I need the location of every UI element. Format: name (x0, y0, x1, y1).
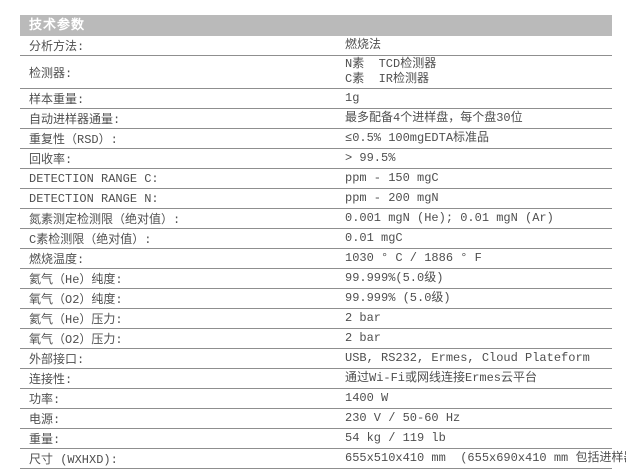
param-value-line: 最多配备4个进样盘，每个盘30位 (345, 111, 523, 125)
table-row: 样本重量: 1g (20, 89, 612, 109)
param-label: 燃烧温度: (29, 253, 85, 267)
param-label: 尺寸 (WXHXD): (29, 453, 118, 467)
param-label: 氦气（He）纯度: (29, 273, 123, 287)
table-body: 分析方法: 燃烧法检测器: N素 TCD检测器 C素 IR检测器样本重量: 1g 自动进样… (20, 36, 626, 469)
param-value-line: 0.01 mgC (345, 231, 403, 245)
param-value: 655x510x410 mm (655x690x410 mm 包括进样器) (345, 451, 626, 466)
param-value: 2 bar (345, 311, 612, 326)
param-value: 99.999%(5.0级) (345, 271, 612, 286)
param-value-line: 655x510x410 mm (655x690x410 mm 包括进样器) (345, 451, 626, 465)
param-label: DETECTION RANGE C: (29, 171, 159, 186)
table-row: 氦气（He）压力: 2 bar (20, 309, 612, 329)
table-row: C素检测限（绝对值）: 0.01 mgC (20, 229, 612, 249)
param-value-line: C素 IR检测器 (345, 72, 430, 86)
table-row: DETECTION RANGE C: ppm - 150 mgC (20, 169, 612, 189)
param-value-line: 通过Wi-Fi或网线连接Ermes云平台 (345, 371, 538, 385)
table-row: 氦气（He）纯度: 99.999%(5.0级) (20, 269, 612, 289)
param-label: 氧气（O2）压力: (29, 333, 123, 347)
param-label: 分析方法: (29, 40, 85, 54)
table-row: 回收率: > 99.5% (20, 149, 612, 169)
table-row: DETECTION RANGE N: ppm - 200 mgN (20, 189, 612, 209)
param-value-line: 1030 ° C / 1886 ° F (345, 251, 482, 265)
param-value: 2 bar (345, 331, 612, 346)
param-value-line: 54 kg / 119 lb (345, 431, 446, 445)
param-label: DETECTION RANGE N: (29, 191, 159, 206)
param-label: 功率: (29, 393, 61, 407)
table-row: 尺寸 (WXHXD): 655x510x410 mm (655x690x410 m… (20, 449, 626, 469)
param-value-line: 230 V / 50-60 Hz (345, 411, 461, 425)
param-value-line: 2 bar (345, 331, 382, 345)
technical-parameters-table: 技术参数 分析方法: 燃烧法检测器: N素 TCD检测器 C素 IR检测器样本重量: 1… (20, 15, 626, 469)
param-value-line: 1g (345, 91, 360, 105)
table-row: 功率: 1400 W (20, 389, 612, 409)
table-row: 外部接口: USB, RS232, Ermes, Cloud Plateform (20, 349, 612, 369)
table-row: 燃烧温度: 1030 ° C / 1886 ° F (20, 249, 612, 269)
table-row: 检测器: N素 TCD检测器 C素 IR检测器 (20, 56, 612, 89)
param-value: ppm - 200 mgN (345, 191, 612, 206)
param-value: ppm - 150 mgC (345, 171, 612, 186)
table-row: 氧气（O2）压力: 2 bar (20, 329, 612, 349)
param-value: ≤0.5% 100mgEDTA标准品 (345, 131, 612, 146)
param-value-line: N素 TCD检测器 (345, 57, 437, 71)
table-row: 重量: 54 kg / 119 lb (20, 429, 612, 449)
param-label: 电源: (29, 413, 61, 427)
param-label: 氦气（He）压力: (29, 313, 123, 327)
table-title: 技术参数 (29, 18, 86, 33)
table-row: 氧气（O2）纯度: 99.999% (5.0级) (20, 289, 612, 309)
param-value: > 99.5% (345, 151, 612, 166)
param-value: 0.001 mgN (He); 0.01 mgN (Ar) (345, 211, 612, 226)
param-value-line: 0.001 mgN (He); 0.01 mgN (Ar) (345, 211, 554, 225)
param-label: 自动进样器通量: (29, 113, 121, 127)
param-label: 重量: (29, 433, 61, 447)
param-value-line: 99.999%(5.0级) (345, 271, 444, 285)
param-label: 样本重量: (29, 93, 85, 107)
param-label: 重复性（RSD）: (29, 133, 118, 147)
param-label: 外部接口: (29, 353, 85, 367)
param-value: 230 V / 50-60 Hz (345, 411, 612, 426)
table-header: 技术参数 (20, 15, 612, 36)
param-value: 燃烧法 (345, 38, 612, 53)
param-value: 0.01 mgC (345, 231, 612, 246)
table-row: 自动进样器通量: 最多配备4个进样盘，每个盘30位 (20, 109, 612, 129)
param-value-line: > 99.5% (345, 151, 396, 165)
table-row: 电源: 230 V / 50-60 Hz (20, 409, 612, 429)
table-row: 氮素测定检测限（绝对值）: 0.001 mgN (He); 0.01 mgN (A… (20, 209, 612, 229)
param-value-line: 燃烧法 (345, 38, 382, 52)
param-label: 连接性: (29, 373, 73, 387)
table-row: 连接性: 通过Wi-Fi或网线连接Ermes云平台 (20, 369, 612, 389)
param-label: 检测器: (29, 66, 73, 81)
param-value-line: ≤0.5% 100mgEDTA标准品 (345, 131, 490, 145)
param-label: 氧气（O2）纯度: (29, 293, 123, 307)
param-value-line: 1400 W (345, 391, 389, 405)
table-row: 重复性（RSD）: ≤0.5% 100mgEDTA标准品 (20, 129, 612, 149)
param-value: 最多配备4个进样盘，每个盘30位 (345, 111, 612, 126)
param-value: 99.999% (5.0级) (345, 291, 612, 306)
param-value-line: 99.999% (5.0级) (345, 291, 451, 305)
param-label: 回收率: (29, 153, 73, 167)
param-label: 氮素测定检测限（绝对值）: (29, 213, 181, 227)
param-value-line: ppm - 150 mgC (345, 171, 439, 185)
param-value-line: 2 bar (345, 311, 382, 325)
param-value: 1030 ° C / 1886 ° F (345, 251, 612, 266)
param-value: 通过Wi-Fi或网线连接Ermes云平台 (345, 371, 612, 386)
param-label: C素检测限（绝对值）: (29, 233, 152, 247)
param-value: 54 kg / 119 lb (345, 431, 612, 446)
param-value: USB, RS232, Ermes, Cloud Plateform (345, 351, 612, 366)
param-value-line: ppm - 200 mgN (345, 191, 439, 205)
table-row: 分析方法: 燃烧法 (20, 36, 612, 56)
param-value: 1g (345, 91, 612, 106)
param-value: N素 TCD检测器 C素 IR检测器 (345, 57, 612, 87)
param-value-line: USB, RS232, Ermes, Cloud Plateform (345, 351, 590, 365)
param-value: 1400 W (345, 391, 612, 406)
